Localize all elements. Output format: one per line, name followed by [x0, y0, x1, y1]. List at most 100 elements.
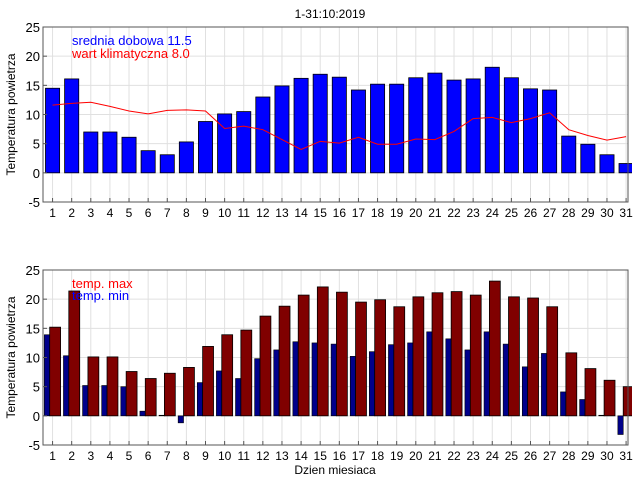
x-tick-label: 25 [505, 449, 519, 463]
bar-temp-min [407, 342, 414, 417]
x-tick-label: 28 [562, 206, 576, 220]
bar-temp-min [598, 414, 605, 417]
bar-temp-max [183, 367, 195, 417]
bar-temp-max [106, 356, 119, 417]
bar-srednia-dobowa [83, 131, 99, 174]
bar-temp-min [369, 351, 375, 417]
bar-temp-min [388, 344, 395, 417]
x-tick-label: 15 [314, 449, 328, 463]
bar-temp-min [521, 366, 528, 417]
x-tick-label: 28 [562, 449, 576, 463]
bar-temp-min [120, 386, 127, 417]
x-tick-label: 25 [505, 206, 519, 220]
bar-temp-max [527, 297, 539, 417]
bar-temp-max [49, 326, 61, 417]
legend-entry-max: temp. max [72, 276, 133, 291]
y-axis-label: Temperatura powietrza [4, 296, 18, 418]
y-tick-label: 0 [33, 409, 40, 424]
y-tick-label: 25 [26, 20, 40, 35]
y-tick-label: 15 [26, 78, 40, 93]
bar-temp-max [144, 378, 157, 417]
bar-srednia-dobowa [561, 135, 577, 174]
x-tick-label: 10 [218, 206, 232, 220]
x-tick-label: 24 [486, 206, 500, 220]
bar-temp-min [483, 331, 490, 417]
x-tick-label: 30 [600, 449, 614, 463]
bar-temp-max [259, 315, 272, 417]
bar-srednia-dobowa [446, 79, 462, 174]
x-axis-label: Dzien miesiaca [294, 463, 376, 477]
bar-temp-min [330, 343, 337, 417]
bar-temp-max [546, 306, 559, 417]
bar-srednia-dobowa [542, 89, 558, 174]
x-tick-label: 16 [333, 449, 347, 463]
bar-srednia-dobowa [618, 163, 632, 174]
y-tick-label: 25 [26, 263, 40, 278]
bar-srednia-dobowa [178, 141, 194, 174]
bar-srednia-dobowa [350, 89, 366, 174]
bar-temp-min [541, 353, 548, 417]
bar-srednia-dobowa [465, 78, 481, 174]
x-tick-label: 29 [581, 206, 595, 220]
bar-temp-min [445, 338, 452, 417]
bar-temp-min [235, 378, 242, 417]
bar-temp-max [374, 299, 386, 417]
x-tick-label: 5 [126, 449, 133, 463]
bar-temp-max [393, 306, 406, 417]
bar-temp-min [196, 382, 203, 417]
bar-srednia-dobowa [580, 143, 596, 174]
legend-entry-klimatyczna: wart klimatyczna 8.0 [71, 46, 190, 61]
y-tick-label: 15 [26, 321, 40, 336]
y-tick-label: 20 [26, 49, 40, 64]
x-tick-label: 30 [600, 206, 614, 220]
x-tick-label: 6 [145, 449, 152, 463]
bar-temp-min [63, 355, 70, 417]
bar-temp-max [336, 291, 348, 417]
x-tick-label: 12 [256, 449, 270, 463]
x-tick-label: 11 [238, 449, 251, 463]
bar-srednia-dobowa [217, 113, 233, 174]
x-tick-label: 3 [87, 449, 94, 463]
bar-srednia-dobowa [64, 78, 80, 174]
bar-temp-min [216, 370, 223, 417]
x-tick-label: 20 [409, 449, 423, 463]
bar-temp-max [221, 334, 234, 417]
y-tick-label: 5 [33, 380, 40, 395]
bar-srednia-dobowa [599, 154, 615, 174]
bar-temp-max [565, 352, 578, 417]
x-tick-label: 12 [256, 206, 270, 220]
x-tick-label: 16 [333, 206, 347, 220]
x-tick-label: 1 [49, 206, 56, 220]
bar-srednia-dobowa [503, 77, 519, 174]
bar-temp-max [584, 368, 597, 417]
marks [45, 66, 632, 174]
bar-srednia-dobowa [427, 72, 443, 174]
bar-temp-min [464, 349, 471, 417]
x-tick-label: 27 [543, 449, 557, 463]
bar-temp-min [254, 358, 261, 417]
y-tick-label: 10 [26, 351, 40, 366]
x-tick-label: 21 [428, 206, 442, 220]
bar-srednia-dobowa [484, 66, 500, 174]
x-tick-label: 8 [183, 449, 190, 463]
bar-temp-max [68, 290, 81, 417]
y-tick-label: 10 [26, 108, 40, 123]
bar-temp-max [125, 371, 138, 417]
bar-srednia-dobowa [389, 83, 405, 174]
x-tick-label: 2 [68, 206, 75, 220]
bar-srednia-dobowa [523, 88, 538, 174]
x-tick-label: 26 [524, 449, 538, 463]
x-tick-label: 19 [390, 449, 404, 463]
x-tick-label: 5 [126, 206, 133, 220]
x-tick-label: 10 [218, 449, 232, 463]
bar-temp-min [44, 334, 50, 417]
bar-temp-max [355, 301, 367, 417]
x-tick-label: 29 [581, 449, 595, 463]
x-tick-label: 31 [619, 206, 633, 220]
x-tick-label: 18 [371, 206, 385, 220]
bar-temp-min [349, 356, 356, 417]
bar-temp-max [508, 296, 520, 417]
bar-srednia-dobowa [312, 73, 328, 174]
